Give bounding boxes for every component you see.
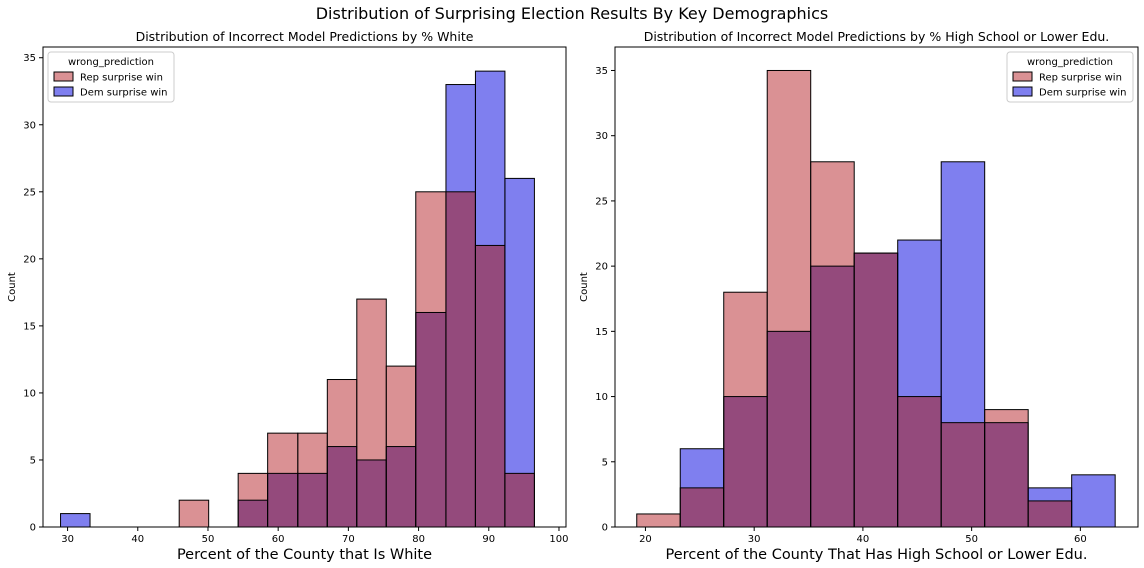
- overlap-bar: [1028, 500, 1072, 527]
- overlap-bar: [897, 396, 942, 527]
- legend-swatch-dem: [1012, 86, 1033, 97]
- dem-bar-top: [445, 84, 476, 192]
- x-axis-label: Percent of the County that Is White: [177, 547, 432, 563]
- legend: wrong_prediction Rep surprise win Dem surp…: [1006, 51, 1134, 103]
- dem-bar-top: [1028, 487, 1072, 501]
- rep-bar-top: [636, 513, 681, 527]
- overlap-bar: [810, 266, 855, 527]
- x-tick-label: 50: [965, 534, 978, 545]
- overlap-bar: [475, 245, 505, 527]
- plot-frame: [614, 46, 1139, 528]
- x-tick-label: 30: [748, 534, 761, 545]
- plot-frame: [42, 46, 567, 528]
- y-tick-label: 15: [595, 327, 608, 338]
- figure-suptitle: Distribution of Surprising Election Resu…: [315, 4, 829, 23]
- dem-bar-top: [941, 161, 985, 423]
- legend-label-rep: Rep surprise win: [1039, 73, 1122, 84]
- legend-label-dem: Dem surprise win: [80, 88, 168, 99]
- y-tick-label: 10: [595, 392, 608, 403]
- y-tick-label: 35: [23, 53, 36, 64]
- overlap-bar: [680, 487, 724, 527]
- legend: wrong_prediction Rep surprise win Dem surp…: [47, 51, 175, 103]
- overlap-bar: [723, 396, 768, 527]
- overlap-bar: [238, 500, 268, 527]
- overlap-bar: [415, 312, 446, 527]
- x-tick-label: 90: [482, 534, 495, 545]
- overlap-bar: [386, 446, 416, 527]
- legend-box: [1006, 51, 1134, 103]
- overlap-bar: [767, 331, 811, 527]
- legend-swatch-rep: [1012, 71, 1033, 82]
- bars-group: [60, 70, 535, 528]
- rep-bar-top: [238, 473, 268, 501]
- rep-bar-top: [179, 500, 209, 527]
- chart-title: Distribution of Incorrect Model Predicti…: [644, 29, 1110, 44]
- rep-bar-top: [810, 161, 855, 267]
- x-tick-label: 30: [61, 534, 74, 545]
- y-tick-label: 5: [30, 455, 36, 466]
- rep-bar-top: [415, 191, 446, 313]
- legend-label-rep: Rep surprise win: [80, 73, 163, 84]
- x-tick-label: 80: [412, 534, 425, 545]
- rep-bar-top: [356, 299, 387, 460]
- rep-bar-top: [723, 292, 768, 397]
- overlap-bar: [267, 473, 298, 527]
- x-axis-label: Percent of the County That Has High Scho…: [666, 547, 1088, 563]
- dem-bar-top: [1071, 474, 1116, 527]
- chart-title: Distribution of Incorrect Model Predicti…: [136, 29, 474, 44]
- x-tick-label: 70: [342, 534, 355, 545]
- dem-bar-top: [475, 71, 505, 246]
- y-tick-label: 10: [23, 388, 36, 399]
- rep-bar-top: [327, 379, 357, 447]
- overlap-bar: [327, 446, 357, 527]
- x-tick-label: 40: [131, 534, 144, 545]
- bars-group: [636, 69, 1116, 528]
- chart-panel-2: Distribution of Incorrect Model Predicti…: [579, 29, 1139, 563]
- x-tick-label: 50: [202, 534, 215, 545]
- rep-bar-top: [297, 433, 328, 474]
- overlap-bar: [941, 422, 985, 527]
- x-tick-label: 60: [272, 534, 285, 545]
- chart-panel-1: Distribution of Incorrect Model Predicti…: [7, 29, 569, 563]
- dem-bar-top: [60, 513, 91, 527]
- y-tick-label: 20: [595, 262, 608, 273]
- dem-bar-top: [680, 448, 724, 488]
- rep-bar-top: [984, 409, 1029, 423]
- y-tick-label: 25: [595, 196, 608, 207]
- y-tick-label: 5: [602, 457, 608, 468]
- overlap-bar: [356, 459, 387, 527]
- rep-bar-top: [767, 70, 811, 332]
- y-tick-label: 0: [602, 523, 608, 534]
- legend-title: wrong_prediction: [1027, 57, 1113, 68]
- overlap-bar: [445, 191, 476, 527]
- legend-title: wrong_prediction: [68, 57, 154, 68]
- x-tick-label: 20: [639, 534, 652, 545]
- legend-swatch-dem: [53, 86, 74, 97]
- dem-bar-top: [897, 240, 942, 397]
- y-tick-label: 25: [23, 187, 36, 198]
- overlap-bar: [504, 473, 535, 527]
- legend-swatch-rep: [53, 71, 74, 82]
- y-tick-label: 15: [23, 321, 36, 332]
- y-tick-label: 30: [23, 120, 36, 131]
- dem-bar-top: [504, 178, 535, 474]
- overlap-bar: [984, 422, 1029, 527]
- y-tick-label: 35: [595, 66, 608, 77]
- overlap-bar: [297, 473, 328, 527]
- rep-bar-top: [386, 366, 416, 447]
- x-tick-label: 40: [857, 534, 870, 545]
- x-tick-label: 100: [549, 534, 568, 545]
- rep-bar-top: [267, 433, 298, 474]
- legend-label-dem: Dem surprise win: [1039, 88, 1127, 99]
- y-tick-label: 20: [23, 254, 36, 265]
- x-tick-label: 60: [1074, 534, 1087, 545]
- y-axis-label: Count: [7, 272, 18, 302]
- legend-box: [47, 51, 175, 103]
- y-tick-label: 0: [30, 523, 36, 534]
- y-tick-label: 30: [595, 131, 608, 142]
- overlap-bar: [854, 253, 898, 527]
- y-axis-label: Count: [579, 272, 590, 302]
